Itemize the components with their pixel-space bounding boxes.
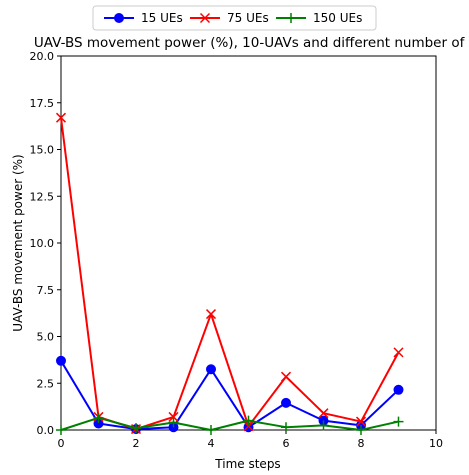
data-point [280, 371, 292, 382]
data-point [56, 355, 66, 366]
x-axis: 0 2 4 6 8 10 [58, 430, 443, 450]
data-point [206, 364, 216, 375]
data-point [168, 417, 179, 428]
series-1 [55, 112, 404, 435]
data-point [393, 347, 404, 358]
data-point [318, 420, 329, 431]
y-tick-label: 7.5 [37, 284, 55, 297]
plot-frame [60, 55, 437, 431]
y-axis: 0.0 2.5 5.0 7.5 10.0 12.5 15.0 17.5 20.0 [30, 50, 61, 437]
y-tick-label: 17.5 [30, 97, 55, 110]
y-tick-label: 15.0 [30, 144, 55, 157]
data-point [355, 416, 367, 427]
data-point [393, 416, 404, 427]
x-axis-label: Time steps [214, 457, 280, 471]
legend-box [92, 5, 377, 31]
y-tick-label: 0.0 [37, 424, 55, 437]
legend-label: 15 UEs [141, 11, 183, 25]
legend-label: 150 UEs [313, 11, 362, 25]
data-point [318, 408, 329, 419]
legend-marker [286, 13, 296, 23]
x-tick-label: 0 [58, 437, 65, 450]
y-tick-label: 20.0 [30, 50, 55, 63]
data-point [55, 112, 67, 123]
data-point [356, 425, 366, 435]
x-tick-label: 4 [208, 437, 215, 450]
data-point [393, 384, 404, 395]
x-tick-label: 2 [133, 437, 140, 450]
data-point [243, 415, 254, 426]
series-line [60, 360, 400, 431]
data-point [206, 425, 216, 435]
legend-item: 15 UEs [104, 11, 183, 25]
data-point [281, 397, 291, 408]
data-point [131, 423, 141, 434]
legend-marker [114, 13, 124, 23]
y-tick-label: 5.0 [37, 331, 55, 344]
legend-item: 75 UEs [190, 11, 269, 25]
legend-marker [199, 12, 211, 24]
y-tick-label: 2.5 [37, 377, 55, 390]
data-point [243, 421, 254, 432]
series-line [60, 416, 399, 431]
data-point [93, 412, 104, 423]
y-axis-label: UAV-BS movement power (%) [11, 154, 25, 331]
data-point [168, 411, 179, 422]
chart-title: UAV-BS movement power (%), 10-UAVs and d… [34, 35, 469, 51]
series-layer [55, 112, 404, 435]
x-tick-label: 8 [358, 437, 365, 450]
data-point [56, 425, 66, 435]
legend: 15 UEs 75 UEs 150 UEs [92, 5, 377, 31]
y-tick-label: 10.0 [30, 237, 55, 250]
data-point [281, 422, 291, 433]
x-tick-label: 10 [429, 437, 443, 450]
series-2 [56, 412, 404, 435]
legend-label: 75 UEs [227, 11, 269, 25]
legend-item: 150 UEs [276, 11, 362, 25]
y-tick-label: 12.5 [30, 190, 55, 203]
x-tick-label: 6 [283, 437, 290, 450]
data-point [205, 309, 217, 320]
series-line [60, 117, 400, 431]
